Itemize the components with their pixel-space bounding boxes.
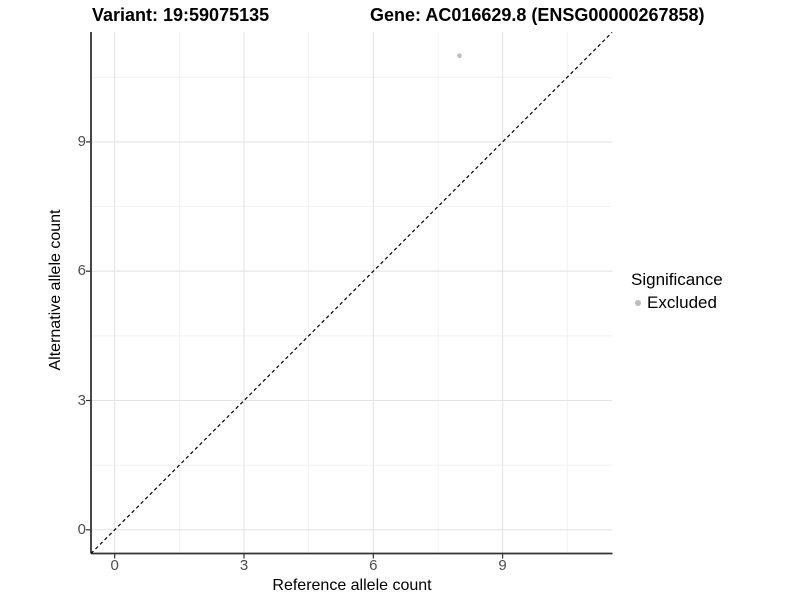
y-tick-label: 6 bbox=[77, 262, 86, 280]
plot-title-variant: Variant: 19:59075135 bbox=[92, 5, 270, 25]
y-tick-label: 3 bbox=[77, 391, 86, 409]
legend: Significance Excluded bbox=[631, 270, 723, 313]
x-axis-title: Reference allele count bbox=[272, 577, 432, 594]
identity-dashed-line bbox=[90, 32, 613, 554]
x-tick-label: 0 bbox=[110, 557, 119, 574]
plot-title-gene: Gene: AC016629.8 (ENSG00000267858) bbox=[370, 5, 705, 25]
data-point bbox=[457, 53, 462, 59]
legend-key-dot-icon bbox=[635, 300, 641, 306]
y-tick-label: 0 bbox=[77, 520, 86, 538]
x-tick-label: 3 bbox=[239, 557, 249, 574]
x-tick-label: 9 bbox=[498, 557, 507, 574]
y-tick-label: 9 bbox=[77, 132, 86, 150]
y-axis-title: Alternative allele count bbox=[47, 209, 64, 371]
legend-item-excluded: Excluded bbox=[631, 293, 723, 313]
legend-item-label: Excluded bbox=[647, 293, 717, 312]
x-tick-label: 6 bbox=[369, 557, 378, 574]
legend-title: Significance bbox=[631, 270, 723, 289]
